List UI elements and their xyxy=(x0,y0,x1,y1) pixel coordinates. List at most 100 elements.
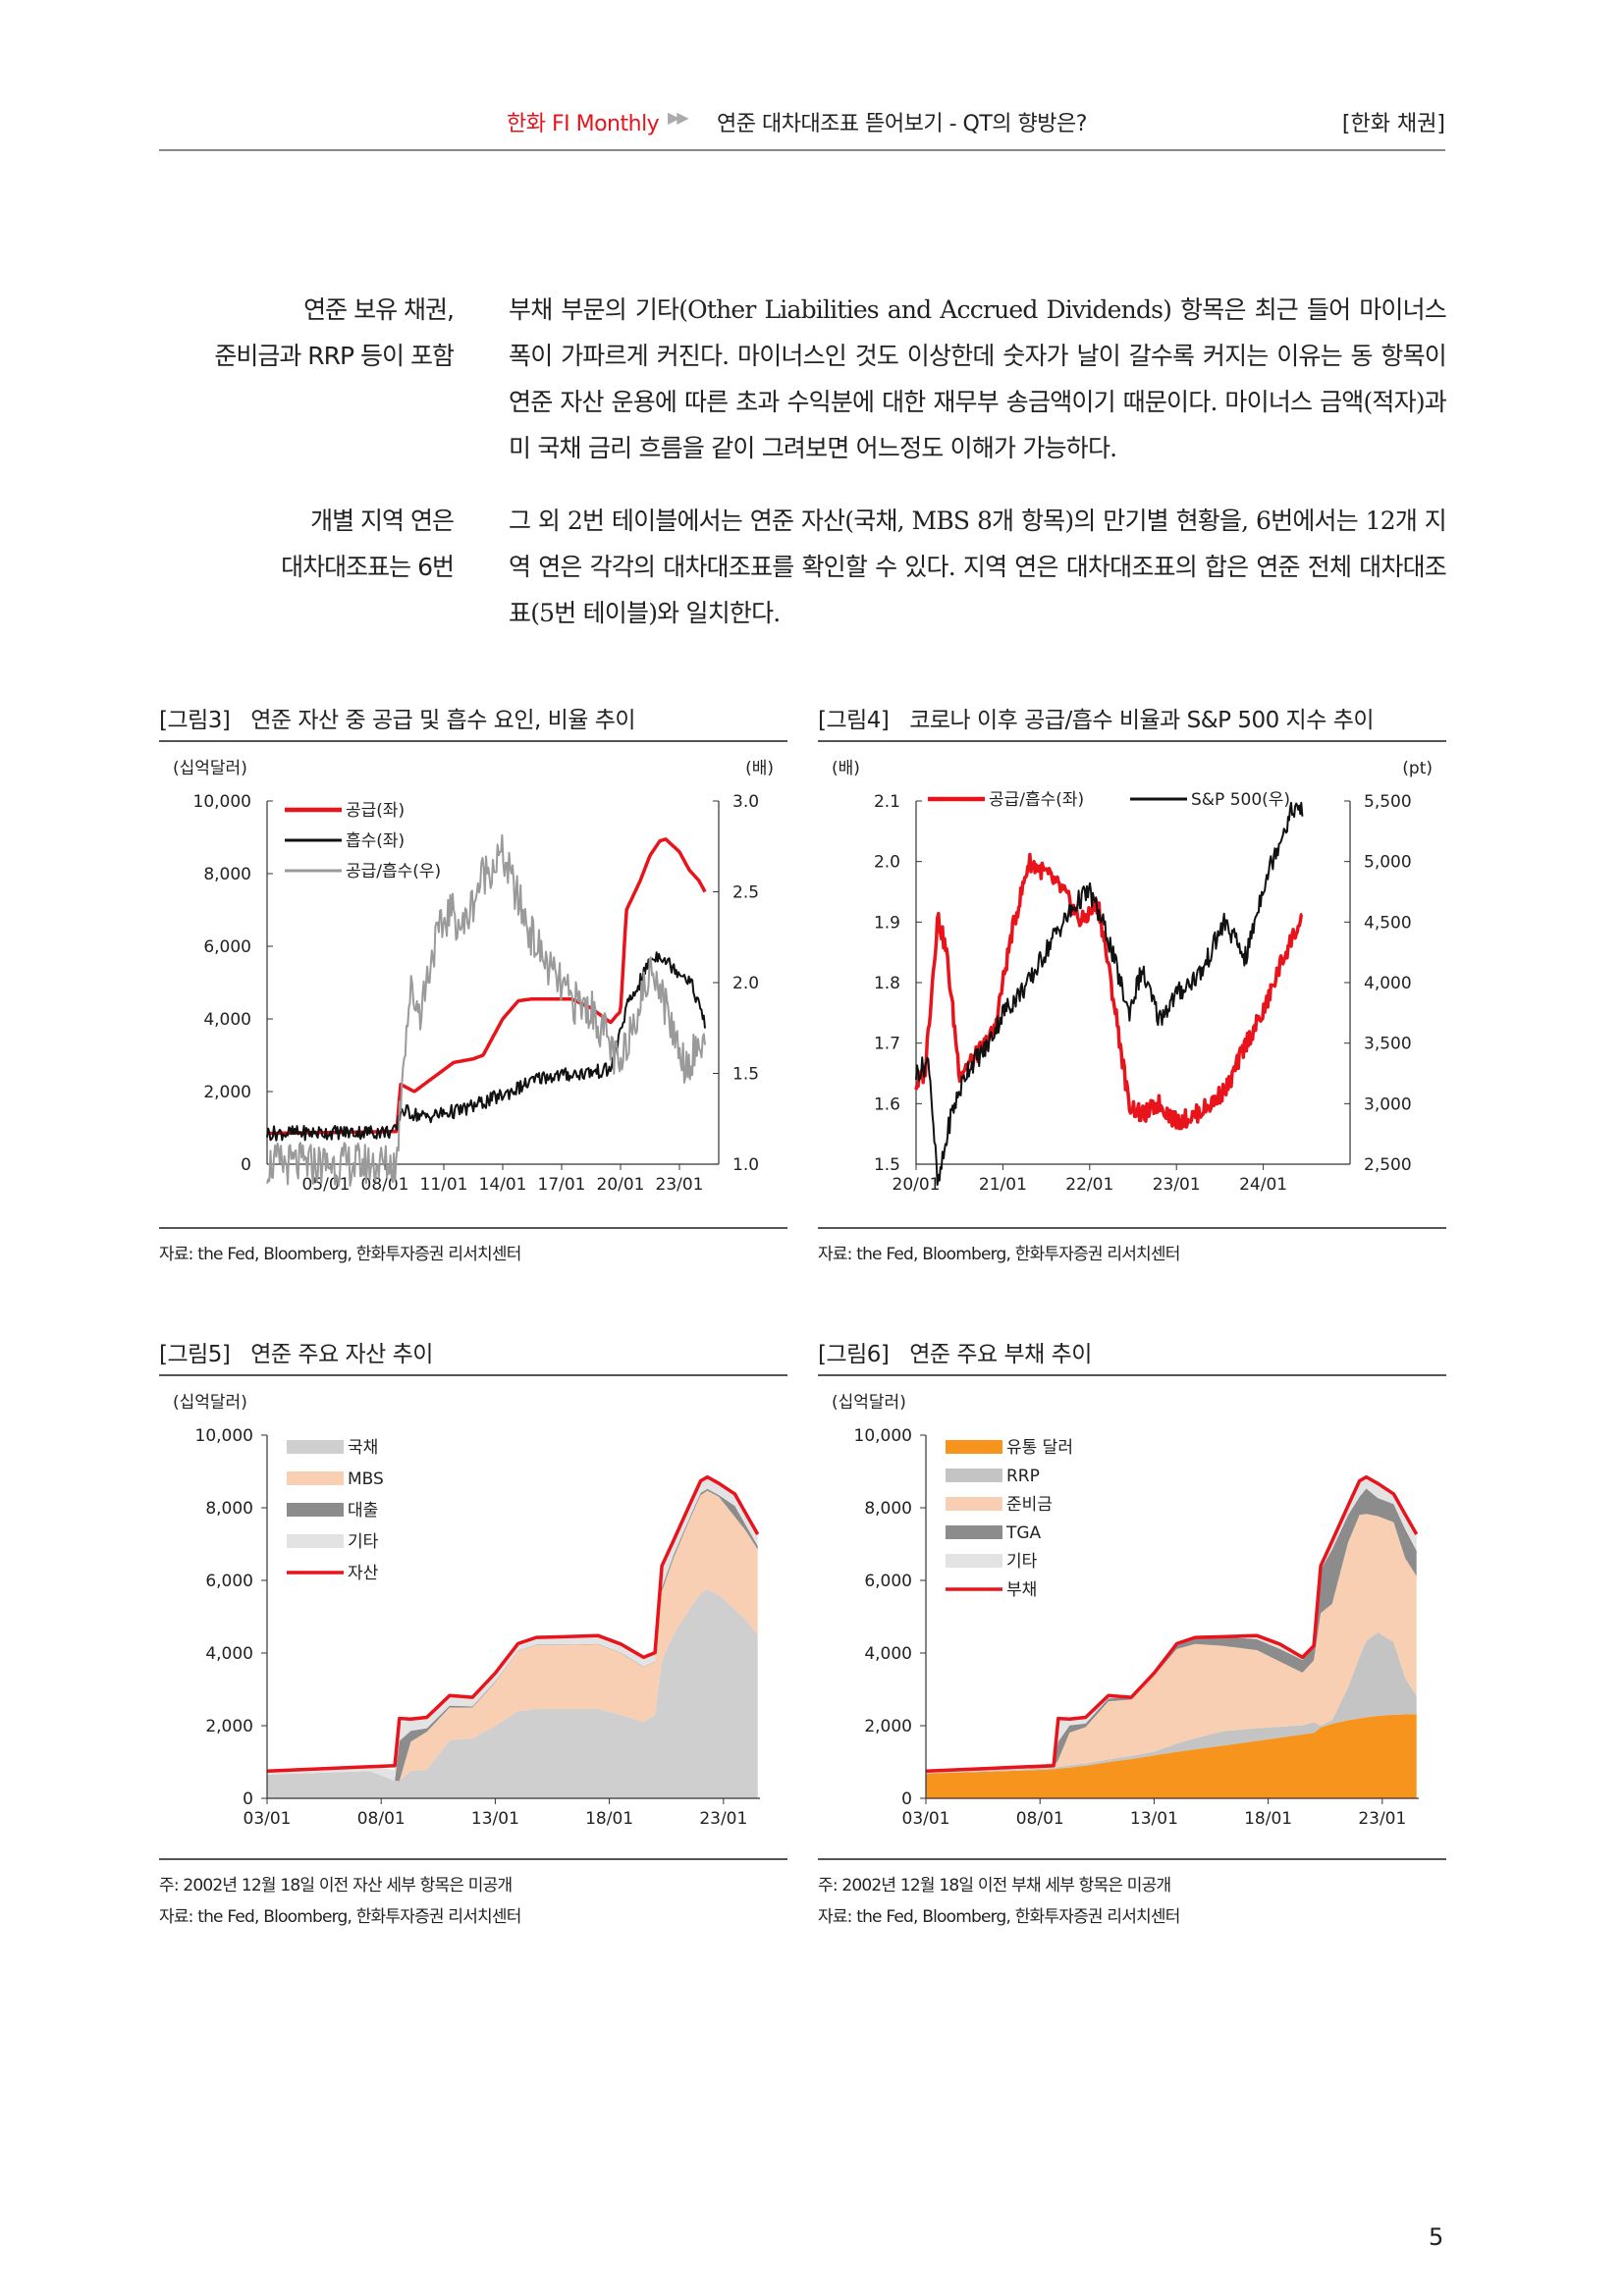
legend-swatch xyxy=(946,1468,1002,1482)
figure-number: [그림3] xyxy=(159,708,231,733)
report-brand: 한화 FI Monthly xyxy=(507,112,660,136)
right-axis-unit: (pt) xyxy=(1402,759,1433,778)
y-tick-label: 2,000 xyxy=(205,1717,253,1736)
y-tick-label: 8,000 xyxy=(864,1499,912,1519)
legend-label: 대출 xyxy=(348,1501,378,1521)
y-tick-label-right: 2.0 xyxy=(732,974,759,993)
y-tick-label-right: 3,500 xyxy=(1364,1035,1412,1054)
figure-caption: 연준 주요 자산 추이 xyxy=(250,1342,433,1367)
paragraph-1: 부채 부문의 기타(Other Liabilities and Accrued … xyxy=(509,295,1447,462)
legend-label: 준비금 xyxy=(1006,1495,1053,1515)
y-tick-label-right: 3.0 xyxy=(732,792,759,812)
left-axis-unit: (십억달러) xyxy=(173,759,247,778)
side-heading-line: 준비금과 RRP 등이 포함 xyxy=(214,342,455,370)
figure3-source-block: 자료: the Fed, Bloomberg, 한화투자증권 리서치센터 xyxy=(159,1227,787,1270)
figure5-note-block: 주: 2002년 12월 18일 이전 자산 세부 항목은 미공개 자료: th… xyxy=(159,1858,787,1933)
y-tick-label-left: 6,000 xyxy=(203,937,251,957)
x-tick-label: 13/01 xyxy=(1130,1809,1178,1829)
legend-swatch xyxy=(946,1497,1002,1511)
total-line xyxy=(925,1474,1419,1774)
area-series-2 xyxy=(926,1631,1417,1774)
y-tick-label-right: 3,000 xyxy=(1364,1095,1412,1114)
breadcrumb-arrows-icon: ▶▶ xyxy=(668,108,689,127)
figure-caption: 코로나 이후 공급/흡수 비율과 S&P 500 지수 추이 xyxy=(909,708,1375,733)
legend-swatch xyxy=(287,1503,344,1517)
y-tick-label-right: 5,000 xyxy=(1364,853,1412,873)
legend-label: 국채 xyxy=(348,1438,378,1458)
y-tick-label-left: 2,000 xyxy=(203,1083,251,1102)
y-tick-label: 6,000 xyxy=(205,1572,253,1591)
legend-swatch xyxy=(287,1471,344,1485)
legend-swatch xyxy=(287,1534,344,1548)
left-axis-unit: (십억달러) xyxy=(173,1393,247,1413)
side-heading-line: 대차대조표는 6번 xyxy=(281,553,455,581)
page-number: 5 xyxy=(1429,2223,1444,2251)
x-tick-label: 24/01 xyxy=(1239,1175,1287,1195)
left-axis-unit: (배) xyxy=(832,759,860,778)
legend-label: 공급/흡수(우) xyxy=(346,862,441,881)
y-tick-label-right: 1.5 xyxy=(732,1065,759,1085)
x-tick-label: 03/01 xyxy=(902,1809,950,1829)
figure-number: [그림4] xyxy=(818,708,890,733)
breadcrumb-title: 연준 대차대조표 뜯어보기 - QT의 향방은? xyxy=(717,112,1087,136)
y-tick-label: 8,000 xyxy=(205,1499,253,1519)
area-series-1 xyxy=(267,1589,758,1798)
x-tick-label: 23/01 xyxy=(699,1809,747,1829)
legend-label: RRP xyxy=(1006,1467,1040,1486)
y-tick-label: 10,000 xyxy=(854,1426,912,1446)
figure6-title: [그림6] 연준 주요 부채 추이 xyxy=(818,1335,1446,1376)
legend-label: 공급(좌) xyxy=(346,801,405,821)
series-line-2 xyxy=(266,951,706,1142)
x-tick-label: 08/01 xyxy=(361,1175,409,1195)
legend-label: 흡수(좌) xyxy=(346,831,405,851)
area-series-2 xyxy=(267,1490,758,1782)
x-tick-label: 23/01 xyxy=(1153,1175,1201,1195)
side-heading-1: 연준 보유 채권, 준비금과 RRP 등이 포함 xyxy=(159,287,455,379)
x-tick-label: 23/01 xyxy=(1358,1809,1406,1829)
figure4-source-block: 자료: the Fed, Bloomberg, 한화투자증권 리서치센터 xyxy=(818,1227,1446,1270)
x-tick-label: 03/01 xyxy=(244,1809,292,1829)
y-tick-label: 0 xyxy=(243,1789,253,1809)
figure-note: 주: 2002년 12월 18일 이전 자산 세부 항목은 미공개 xyxy=(159,1876,513,1896)
figure-note: 주: 2002년 12월 18일 이전 부채 세부 항목은 미공개 xyxy=(818,1876,1171,1896)
y-tick-label-right: 2.5 xyxy=(732,883,759,903)
legend-swatch xyxy=(946,1440,1002,1454)
y-tick-label: 4,000 xyxy=(205,1644,253,1664)
x-tick-label: 17/01 xyxy=(538,1175,586,1195)
figure-number: [그림6] xyxy=(818,1342,890,1367)
y-tick-label: 4,000 xyxy=(864,1644,912,1664)
y-tick-label-left: 1.6 xyxy=(874,1095,900,1114)
legend-swatch xyxy=(946,1525,1002,1539)
y-tick-label-left: 0 xyxy=(241,1155,251,1175)
y-tick-label-left: 1.9 xyxy=(874,913,900,933)
legend-label: 공급/흡수(좌) xyxy=(989,790,1084,810)
series-line-2 xyxy=(915,801,1304,1186)
x-tick-label: 05/01 xyxy=(302,1175,351,1195)
legend-swatch xyxy=(946,1554,1002,1568)
figure4-title: [그림4] 코로나 이후 공급/흡수 비율과 S&P 500 지수 추이 xyxy=(818,701,1446,742)
series-line-1 xyxy=(914,852,1304,1131)
page-header: 한화 FI Monthly ▶▶ 연준 대차대조표 뜯어보기 - QT의 향방은… xyxy=(159,102,1445,151)
series-line-3 xyxy=(266,833,706,1187)
right-axis-unit: (배) xyxy=(745,759,774,778)
legend-label: 부채 xyxy=(1006,1580,1037,1600)
side-heading-line: 연준 보유 채권, xyxy=(303,295,455,324)
figure-source: 자료: the Fed, Bloomberg, 한화투자증권 리서치센터 xyxy=(159,1245,521,1264)
y-tick-label-right: 1.0 xyxy=(732,1155,759,1175)
y-tick-label: 0 xyxy=(901,1789,912,1809)
legend-label: TGA xyxy=(1005,1523,1042,1543)
x-tick-label: 13/01 xyxy=(471,1809,519,1829)
figure-caption: 연준 주요 부채 추이 xyxy=(909,1342,1092,1367)
y-tick-label-left: 1.8 xyxy=(874,974,900,993)
y-tick-label-left: 8,000 xyxy=(203,865,251,884)
side-heading-line: 개별 지역 연은 xyxy=(310,507,455,535)
area-series-1 xyxy=(926,1714,1417,1798)
legend-label: 자산 xyxy=(348,1564,379,1583)
y-tick-label-right: 2,500 xyxy=(1364,1155,1412,1175)
x-tick-label: 21/01 xyxy=(979,1175,1027,1195)
figure-source: 자료: the Fed, Bloomberg, 한화투자증권 리서치센터 xyxy=(818,1245,1180,1264)
y-tick-label-left: 2.1 xyxy=(874,792,900,812)
section-label: [한화 채권] xyxy=(1341,112,1445,136)
x-tick-label: 11/01 xyxy=(420,1175,468,1195)
figure-number: [그림5] xyxy=(159,1342,231,1367)
